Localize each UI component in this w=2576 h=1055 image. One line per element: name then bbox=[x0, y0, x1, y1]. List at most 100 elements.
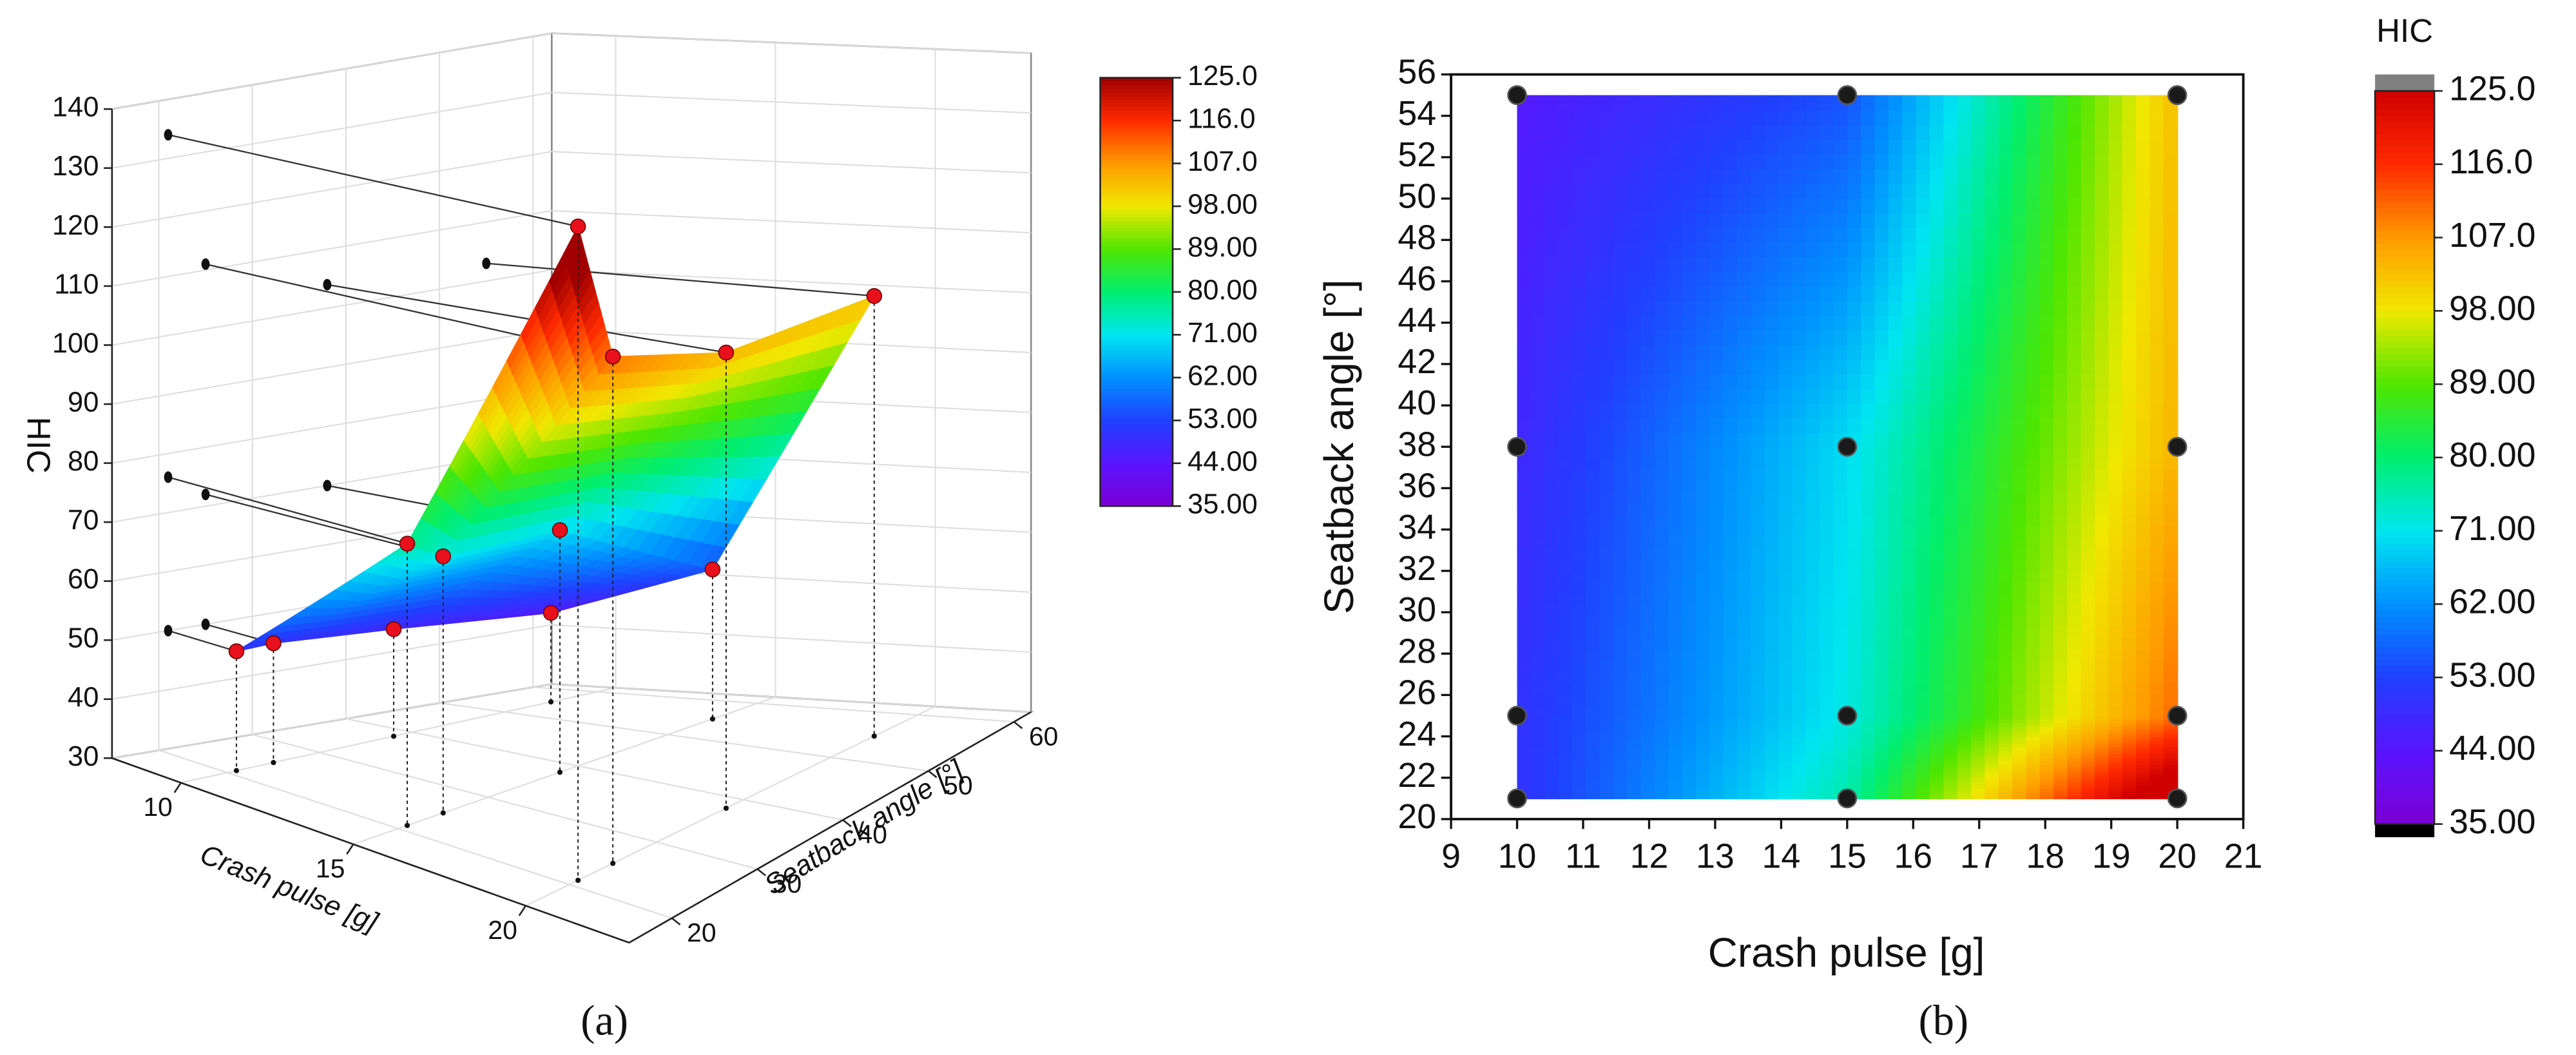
contour-cell bbox=[2095, 344, 2110, 360]
contour-cell bbox=[1627, 693, 1642, 706]
contour-cell bbox=[2163, 774, 2178, 779]
contour-cell bbox=[1572, 300, 1587, 316]
contour-cell bbox=[1970, 536, 1986, 548]
contour-cell bbox=[2149, 491, 2165, 504]
contour-cell bbox=[1833, 615, 1849, 627]
contour-cell bbox=[1985, 781, 1999, 786]
contour-cell bbox=[2163, 503, 2178, 515]
contour-cell bbox=[1613, 781, 1628, 786]
contour-cell bbox=[1847, 373, 1862, 389]
contour-cell bbox=[1751, 559, 1766, 571]
contour-cell bbox=[1778, 581, 1793, 594]
contour-cell bbox=[2108, 417, 2124, 433]
contour-cell bbox=[1751, 212, 1766, 228]
contour-cell bbox=[2149, 626, 2165, 639]
colorbar-strip bbox=[1100, 162, 1173, 168]
contour-cell bbox=[1696, 212, 1711, 228]
contour-cell bbox=[1833, 729, 1849, 734]
contour-cell bbox=[1682, 739, 1697, 744]
wall-projection bbox=[164, 471, 173, 483]
contour-cell bbox=[1544, 592, 1559, 605]
contour-cell bbox=[1916, 139, 1931, 155]
contour-cell bbox=[2067, 373, 2082, 389]
colorbar-strip bbox=[1100, 277, 1173, 282]
contour-cell bbox=[1668, 670, 1683, 683]
contour-cell bbox=[1764, 469, 1780, 481]
contour-cell bbox=[1998, 458, 2014, 470]
contour-cell bbox=[2122, 286, 2137, 302]
contour-cell bbox=[1820, 153, 1834, 169]
data-point bbox=[704, 561, 721, 577]
contour-cell bbox=[1544, 715, 1559, 721]
contour-cell bbox=[1723, 212, 1738, 228]
contour-cell bbox=[1709, 447, 1725, 459]
contour-cell bbox=[2081, 736, 2096, 741]
contour-cell bbox=[1655, 183, 1669, 199]
contour-cell bbox=[1709, 183, 1725, 199]
contour-cell bbox=[2012, 760, 2027, 765]
contour-cell bbox=[1586, 726, 1600, 731]
colorbar-strip bbox=[2375, 622, 2435, 630]
contour-cell bbox=[2095, 168, 2110, 184]
contour-cell bbox=[1929, 212, 1945, 228]
colorbar-strip bbox=[1100, 92, 1173, 97]
contour-cell bbox=[1888, 139, 1903, 155]
contour-cell bbox=[1970, 300, 1986, 316]
contour-cell bbox=[1998, 781, 2014, 786]
contour-cell bbox=[1764, 784, 1780, 789]
contour-cell bbox=[1805, 750, 1821, 755]
contour-cell bbox=[2026, 615, 2041, 627]
contour-cell bbox=[1861, 447, 1876, 459]
contour-cell bbox=[2108, 581, 2124, 594]
contour-cell bbox=[1916, 592, 1931, 605]
contour-cell bbox=[1847, 615, 1862, 627]
contour-cell bbox=[1957, 491, 1972, 504]
contour-cell bbox=[1613, 764, 1628, 768]
contour-cell bbox=[1820, 791, 1834, 796]
contour-cell bbox=[1751, 139, 1766, 155]
contour-cell bbox=[2012, 791, 2027, 796]
contour-cell bbox=[1985, 777, 1999, 782]
contour-cell bbox=[2149, 447, 2165, 459]
contour-cell bbox=[1792, 271, 1807, 287]
contour-cell bbox=[1957, 110, 1972, 126]
contour-cell bbox=[1764, 767, 1780, 772]
contour-cell bbox=[1640, 733, 1656, 737]
contour-cell bbox=[1792, 403, 1807, 419]
colorbar-strip bbox=[2375, 561, 2435, 568]
contour-cell bbox=[2026, 750, 2041, 755]
contour-cell bbox=[2039, 726, 2055, 731]
contour-cell bbox=[1696, 447, 1711, 459]
colorbar-strip bbox=[1100, 316, 1173, 322]
contour-cell bbox=[1985, 139, 1999, 155]
contour-cell bbox=[1709, 750, 1725, 755]
contour-cell bbox=[1751, 795, 1766, 800]
contour-cell bbox=[2026, 753, 2041, 758]
contour-cell bbox=[1530, 388, 1546, 404]
contour-cell bbox=[2053, 469, 2068, 481]
colorbar-tick-label: 98.00 bbox=[2449, 289, 2535, 328]
contour-cell bbox=[1792, 626, 1807, 639]
contour-cell bbox=[1517, 547, 1532, 560]
contour-cell bbox=[2095, 722, 2110, 727]
contour-cell bbox=[1723, 514, 1738, 527]
contour-cell bbox=[1737, 286, 1752, 302]
contour-cell bbox=[1709, 388, 1725, 404]
contour-cell bbox=[2136, 344, 2151, 360]
contour-cell bbox=[2122, 767, 2137, 772]
colorbar-strip bbox=[2375, 445, 2435, 452]
contour-cell bbox=[2039, 388, 2055, 404]
contour-cell bbox=[1640, 570, 1656, 583]
contour-cell bbox=[1957, 183, 1972, 199]
contour-cell bbox=[1998, 241, 2014, 257]
contour-cell bbox=[1957, 256, 1972, 272]
contour-cell bbox=[1572, 329, 1587, 345]
contour-cell bbox=[1778, 750, 1793, 755]
contour-cell bbox=[1888, 480, 1903, 493]
contour-cell bbox=[1517, 771, 1532, 775]
contour-cell bbox=[2012, 525, 2027, 537]
colorbar-strip bbox=[1100, 491, 1173, 496]
contour-cell bbox=[2012, 570, 2027, 583]
contour-cell bbox=[1970, 626, 1986, 639]
contour-cell bbox=[1888, 447, 1903, 459]
